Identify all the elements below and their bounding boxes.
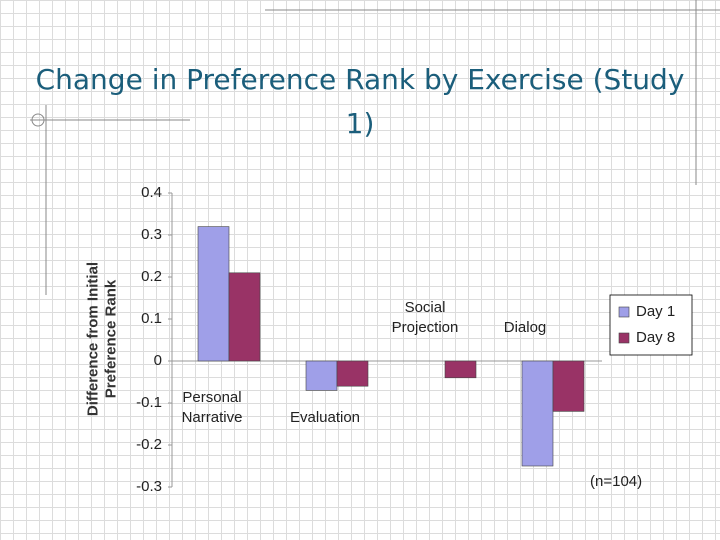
chart-title: Change in Preference Rank by Exercise (S… [35, 63, 685, 140]
y-tick-label: 0 [154, 352, 162, 369]
legend-box [609, 294, 693, 356]
legend-label: Day 1 [636, 303, 675, 320]
y-axis-label: Difference from Initial Preference Rank [84, 261, 120, 417]
bar [228, 272, 261, 362]
bar [336, 360, 369, 387]
y-tick-label: 0.3 [141, 226, 162, 243]
x-tick-label: Evaluation [289, 409, 361, 426]
y-tick-label: -0.2 [136, 436, 162, 453]
legend: Day 1 Day 8 [609, 294, 693, 356]
legend-swatch [618, 306, 630, 318]
legend-swatch [618, 332, 630, 344]
y-tick-label: -0.1 [136, 394, 162, 411]
bar [444, 360, 477, 379]
bar [305, 360, 338, 391]
x-tick-label: Dialog [503, 319, 547, 336]
y-tick-label: 0.1 [141, 310, 162, 327]
bar [197, 226, 230, 362]
bar [521, 360, 554, 467]
legend-label: Day 8 [636, 329, 675, 346]
x-tick-label: Personal Narrative [181, 389, 243, 426]
x-tick-label: Social Projection [391, 299, 459, 336]
decoration [30, 0, 720, 295]
y-tick-label: 0.2 [141, 268, 162, 285]
y-tick-label: -0.3 [136, 478, 162, 495]
annotation: (n=104) [590, 473, 643, 490]
bar [552, 360, 585, 412]
y-tick-label: 0.4 [141, 184, 162, 201]
